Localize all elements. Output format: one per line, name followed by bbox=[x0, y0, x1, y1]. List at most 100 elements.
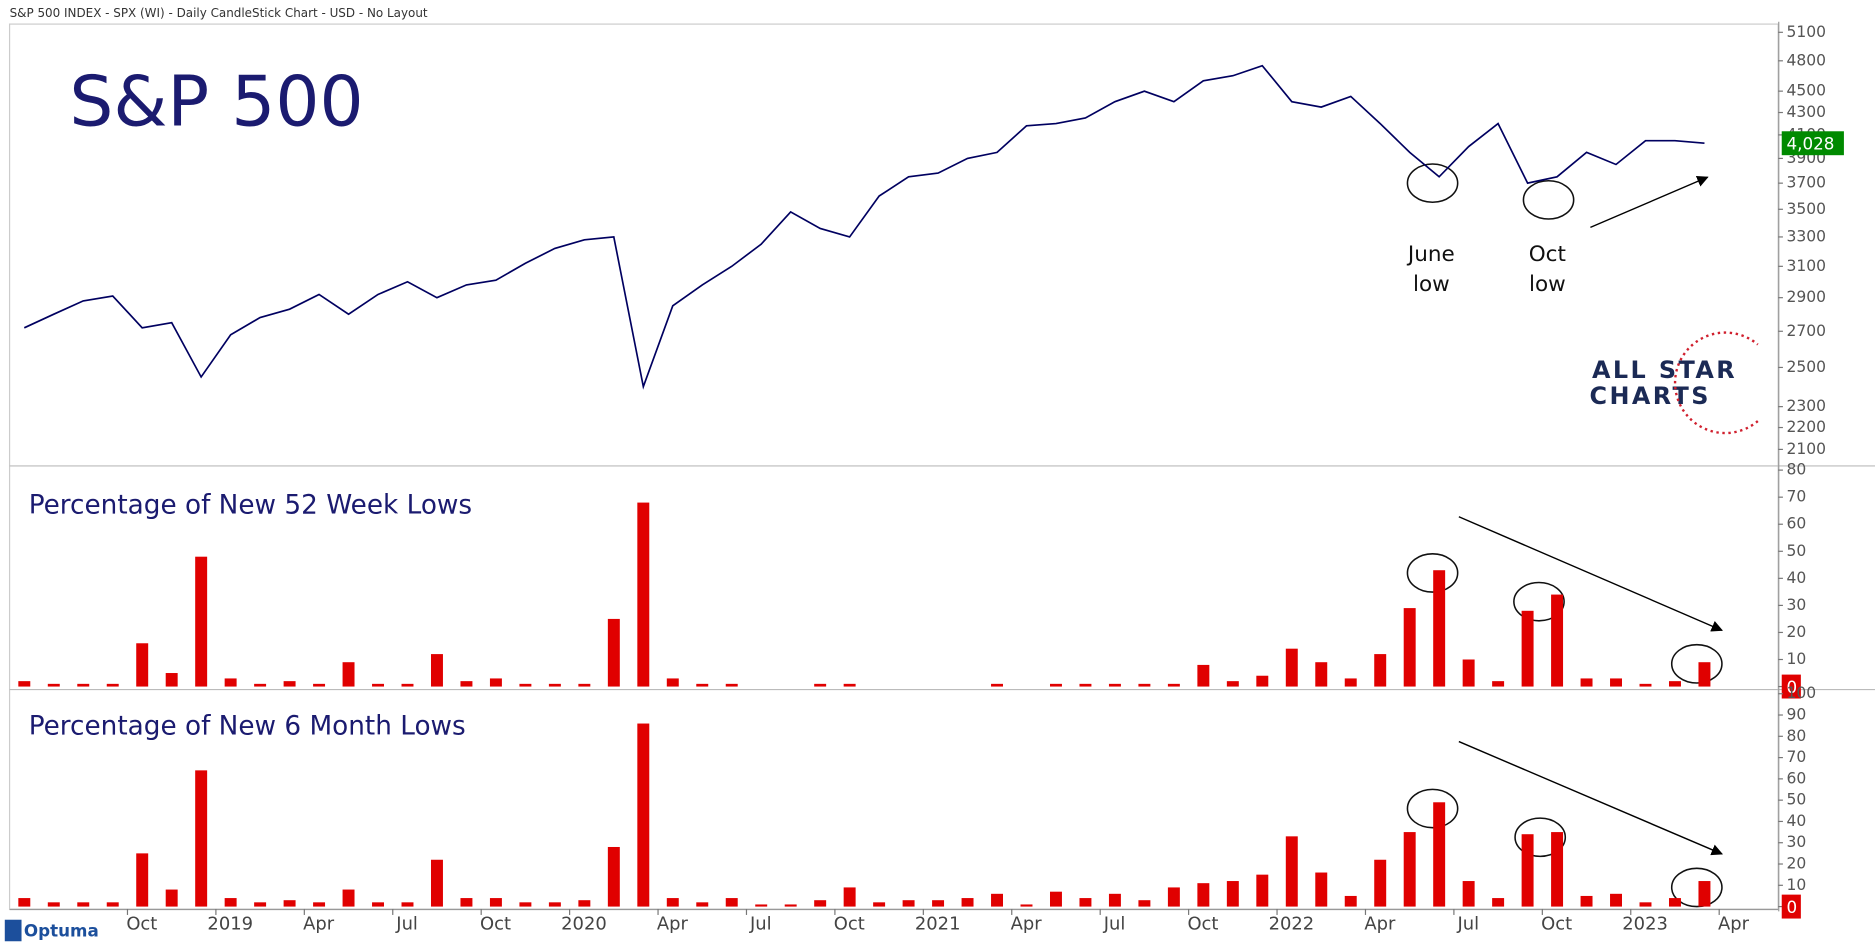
bar bbox=[932, 900, 945, 907]
bar bbox=[283, 681, 296, 687]
bar bbox=[342, 889, 355, 907]
bar bbox=[1138, 683, 1151, 687]
y-tick-label: 20 bbox=[1787, 855, 1807, 873]
bar bbox=[460, 681, 473, 687]
bar bbox=[1403, 832, 1416, 907]
header: S&P 500 INDEX - SPX (WI) - Daily CandleS… bbox=[10, 6, 428, 20]
bar bbox=[1256, 874, 1269, 907]
bar bbox=[224, 898, 237, 907]
bar bbox=[18, 681, 31, 687]
y-tick-label: 2900 bbox=[1787, 288, 1827, 306]
bar bbox=[1433, 570, 1446, 687]
y-tick-label: 60 bbox=[1787, 769, 1807, 787]
y-tick-label: 5100 bbox=[1787, 23, 1827, 41]
bar bbox=[136, 643, 149, 687]
circle bbox=[1406, 553, 1459, 593]
bar bbox=[47, 683, 60, 687]
x-tick-label: 2021 bbox=[915, 914, 961, 935]
bar bbox=[991, 683, 1003, 687]
bar bbox=[1315, 872, 1328, 907]
annotation-box: Oct low bbox=[1529, 242, 1566, 297]
bar bbox=[430, 859, 443, 907]
bar bbox=[165, 673, 178, 687]
bar bbox=[519, 902, 532, 907]
bar bbox=[342, 662, 355, 687]
bar bbox=[1551, 594, 1564, 687]
bar bbox=[195, 770, 208, 907]
bar bbox=[372, 683, 384, 687]
bar bbox=[1551, 832, 1564, 907]
data-layer: 2100 2200 2300 2500 2700 2900 3100 3300 3500 3700… bbox=[18, 23, 1844, 935]
circle bbox=[1522, 179, 1575, 220]
y-tick-label: 4500 bbox=[1787, 82, 1827, 100]
bar bbox=[1108, 683, 1121, 687]
bar bbox=[1344, 895, 1357, 907]
bar bbox=[313, 683, 326, 687]
bar bbox=[696, 902, 709, 907]
bar bbox=[1256, 675, 1269, 687]
bar bbox=[1049, 683, 1062, 687]
y-tick-label: 2200 bbox=[1787, 418, 1827, 436]
bar bbox=[1374, 654, 1387, 687]
bar bbox=[1668, 898, 1681, 907]
bar bbox=[1049, 891, 1062, 907]
x-tick-label: 2023 bbox=[1622, 914, 1668, 935]
y-tick-label: 70 bbox=[1787, 748, 1807, 766]
bar bbox=[1079, 683, 1092, 687]
bar bbox=[1580, 895, 1593, 907]
y-tick-label: 20 bbox=[1787, 623, 1807, 641]
bar bbox=[666, 678, 679, 687]
bar bbox=[991, 893, 1003, 907]
bar bbox=[1610, 893, 1623, 907]
x-tick-label: Apr bbox=[1011, 914, 1043, 935]
y-tick-label: 50 bbox=[1787, 791, 1807, 809]
bar bbox=[843, 683, 856, 687]
y-tick-label: 100 bbox=[1787, 684, 1817, 702]
arrow bbox=[1458, 516, 1723, 632]
bar bbox=[195, 556, 208, 687]
bar bbox=[1167, 887, 1180, 907]
bar bbox=[1167, 683, 1180, 687]
bar bbox=[1344, 678, 1357, 687]
bar bbox=[254, 902, 267, 907]
y-tick-label: 3300 bbox=[1787, 227, 1827, 245]
y-tick-label: 2500 bbox=[1787, 358, 1827, 376]
x-tick-label: Oct bbox=[1541, 914, 1572, 935]
bar bbox=[1462, 659, 1475, 687]
y-tick-label: 2700 bbox=[1787, 322, 1827, 340]
bar bbox=[372, 902, 384, 907]
y-tick-label: 3100 bbox=[1787, 257, 1827, 275]
last-value-box bbox=[1781, 894, 1801, 919]
y-tick-label: 40 bbox=[1787, 812, 1807, 830]
bar bbox=[607, 846, 620, 907]
y-tick-label: 50 bbox=[1787, 542, 1807, 560]
y-tick-label: 80 bbox=[1787, 461, 1807, 479]
brand-icon bbox=[4, 919, 22, 942]
y-tick-label: 2100 bbox=[1787, 440, 1827, 458]
brand: Optuma bbox=[24, 921, 99, 941]
x-tick-label: Jul bbox=[395, 914, 418, 935]
bar bbox=[106, 683, 119, 687]
last-value-box bbox=[1781, 674, 1801, 699]
bar bbox=[607, 618, 620, 687]
bar bbox=[1639, 902, 1652, 907]
chart-title: S&P 500 bbox=[69, 63, 363, 143]
bar bbox=[843, 887, 856, 907]
bar bbox=[961, 898, 974, 907]
logo: ALL STAR CHARTS bbox=[1590, 331, 1759, 435]
bar bbox=[1226, 881, 1239, 907]
bar bbox=[902, 900, 915, 907]
y-tick-label: 80 bbox=[1787, 727, 1807, 745]
bar bbox=[165, 889, 178, 907]
bar bbox=[401, 683, 414, 687]
bar bbox=[254, 683, 267, 687]
bar bbox=[578, 683, 591, 687]
bar bbox=[1108, 893, 1121, 907]
bar bbox=[1610, 678, 1623, 687]
last-value-label: 4,028 bbox=[1787, 133, 1835, 153]
y-tick-label: 4300 bbox=[1787, 103, 1827, 121]
y-tick-label: 10 bbox=[1787, 650, 1807, 668]
bar bbox=[1433, 802, 1446, 907]
x-tick-label: Jul bbox=[749, 914, 772, 935]
